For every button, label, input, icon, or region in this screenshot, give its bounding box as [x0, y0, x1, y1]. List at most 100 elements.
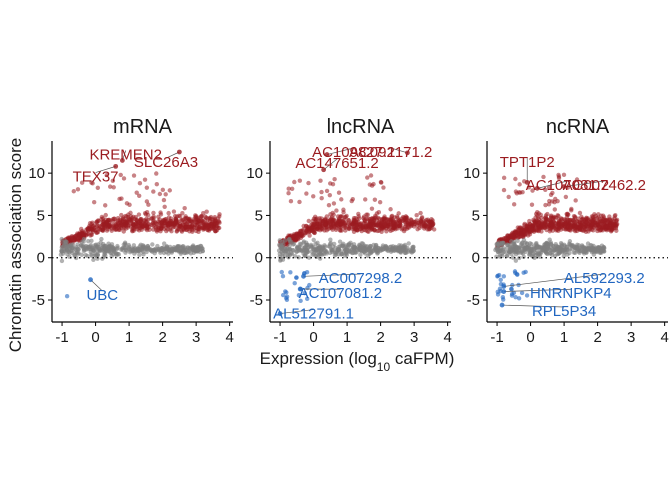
point-neutral — [79, 252, 84, 257]
point-up — [546, 185, 552, 190]
point-up — [572, 215, 578, 220]
point-up — [69, 234, 75, 239]
x-tick-label: 1 — [560, 329, 568, 346]
point-up — [97, 223, 102, 229]
point-neutral — [88, 242, 94, 248]
point-up — [65, 235, 71, 241]
point-neutral — [73, 255, 79, 261]
y-axis-label: Chromatin association score — [6, 138, 25, 352]
point-neutral — [86, 238, 91, 244]
labelled-point — [561, 184, 567, 190]
point-up — [303, 231, 308, 236]
point-up — [163, 192, 168, 197]
point-neutral — [504, 253, 510, 259]
point-neutral — [127, 246, 133, 252]
point-neutral — [172, 246, 178, 251]
point-neutral — [150, 242, 155, 247]
point-neutral — [59, 258, 65, 264]
point-up — [289, 186, 295, 191]
point-up — [299, 232, 305, 237]
point-up — [326, 202, 332, 208]
point-up — [195, 221, 201, 226]
point-up — [547, 198, 552, 204]
point-neutral — [81, 245, 86, 251]
point-up — [111, 216, 117, 221]
point-up — [529, 202, 535, 207]
point-label: AC107081.2 — [526, 177, 609, 194]
point-up — [206, 224, 211, 229]
point-up — [378, 179, 384, 185]
point-up — [530, 188, 535, 193]
point-up — [124, 201, 130, 206]
point-up — [108, 184, 113, 189]
point-up — [103, 212, 108, 218]
point-up — [118, 172, 123, 178]
point-up — [390, 220, 396, 225]
point-up — [174, 229, 179, 234]
point-up — [532, 228, 538, 233]
point-neutral — [495, 241, 500, 247]
point-neutral — [131, 243, 137, 248]
point-up — [330, 182, 336, 187]
point-neutral — [100, 241, 106, 247]
point-up — [327, 192, 333, 198]
point-neutral — [330, 244, 336, 249]
point-up — [154, 181, 160, 187]
point-up — [319, 189, 324, 195]
point-neutral — [507, 246, 513, 252]
point-neutral — [191, 247, 197, 252]
label-connector — [165, 151, 180, 159]
y-tick-label: 5 — [255, 207, 263, 224]
point-up — [584, 223, 590, 228]
point-up — [546, 202, 552, 207]
point-neutral — [88, 249, 93, 255]
point-neutral — [320, 251, 326, 256]
point-up — [162, 204, 167, 209]
point-neutral — [75, 242, 80, 247]
point-up — [179, 217, 184, 222]
labelled-point — [321, 167, 327, 173]
point-up — [404, 215, 409, 220]
y-tick-label: 0 — [255, 250, 263, 267]
point-up — [563, 194, 569, 200]
y-tick-label: -5 — [467, 292, 480, 309]
point-up — [354, 223, 359, 229]
point-neutral — [308, 244, 314, 249]
point-neutral — [546, 241, 551, 247]
labelled-point — [297, 286, 303, 292]
panel-title: mRNA — [113, 116, 173, 138]
point-neutral — [500, 253, 505, 259]
x-tick-label: 4 — [225, 329, 233, 346]
point-neutral — [367, 250, 373, 255]
label-connector — [95, 166, 116, 173]
point-down — [516, 296, 522, 301]
point-cloud — [58, 171, 222, 299]
point-up — [541, 174, 546, 180]
point-up — [569, 208, 574, 213]
point-up — [121, 176, 127, 181]
point-neutral — [292, 253, 298, 259]
panel-title: ncRNA — [546, 116, 610, 138]
point-up — [596, 212, 601, 217]
point-neutral — [595, 246, 601, 251]
point-up — [559, 224, 564, 230]
point-up — [87, 221, 93, 226]
point-neutral — [519, 241, 524, 246]
point-up — [558, 221, 564, 226]
point-label: AC109827.1 — [312, 144, 395, 161]
x-tick-label: 3 — [410, 329, 418, 346]
point-up — [521, 229, 527, 234]
point-up — [159, 220, 164, 226]
point-down — [524, 293, 530, 298]
point-up — [144, 227, 150, 233]
point-up — [597, 220, 603, 225]
point-up — [173, 221, 179, 226]
x-tick-label: 3 — [192, 329, 200, 346]
point-up — [335, 222, 340, 227]
point-up — [346, 226, 352, 231]
point-label: TPT1P2 — [500, 154, 555, 171]
point-up — [73, 233, 78, 239]
point-up — [396, 211, 401, 216]
